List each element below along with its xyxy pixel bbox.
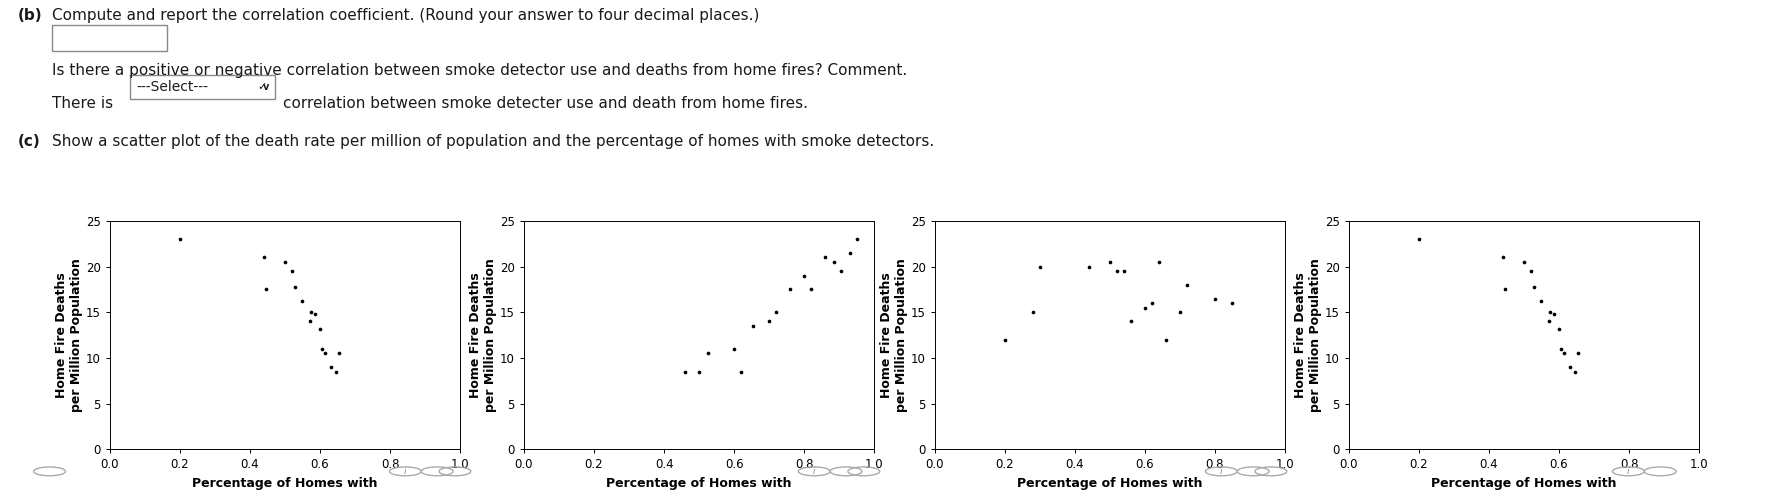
- Point: [727, 368, 756, 376]
- Text: ✓: ✓: [257, 82, 266, 92]
- Point: [308, 345, 336, 353]
- Point: [1200, 295, 1228, 302]
- Point: [301, 310, 329, 318]
- Point: [271, 258, 299, 266]
- Point: [820, 258, 848, 266]
- Text: v: v: [264, 82, 269, 92]
- Point: [671, 368, 699, 376]
- FancyBboxPatch shape: [51, 25, 166, 51]
- Y-axis label: Home Fire Deaths
per Million Population: Home Fire Deaths per Million Population: [880, 258, 908, 412]
- Point: [1145, 258, 1174, 266]
- Point: [1561, 368, 1589, 376]
- FancyBboxPatch shape: [129, 75, 274, 99]
- Point: [1490, 285, 1519, 293]
- Point: [1536, 308, 1565, 316]
- Point: [991, 336, 1020, 344]
- Point: [1510, 258, 1538, 266]
- Point: [827, 267, 855, 275]
- Point: [166, 235, 195, 243]
- X-axis label: Percentage of Homes with
Smoke Detectors: Percentage of Homes with Smoke Detectors: [1432, 477, 1616, 491]
- Point: [756, 318, 784, 326]
- Point: [317, 363, 345, 371]
- Point: [763, 308, 791, 316]
- X-axis label: Percentage of Homes with
Smoke Detectors: Percentage of Homes with Smoke Detectors: [607, 477, 791, 491]
- Point: [1074, 263, 1103, 271]
- Point: [250, 253, 278, 261]
- Point: [1545, 325, 1574, 332]
- Point: [1405, 235, 1434, 243]
- Point: [251, 285, 280, 293]
- Text: ---Select---: ---Select---: [136, 80, 209, 94]
- X-axis label: Percentage of Homes with
Smoke Detectors: Percentage of Homes with Smoke Detectors: [1018, 477, 1202, 491]
- Point: [1018, 308, 1046, 316]
- Text: i: i: [1220, 467, 1223, 476]
- Y-axis label: Home Fire Deaths
per Million Population: Home Fire Deaths per Million Population: [469, 258, 497, 412]
- Point: [289, 298, 317, 305]
- Point: [306, 325, 335, 332]
- Point: [1520, 283, 1549, 291]
- Point: [1218, 299, 1246, 307]
- Point: [1489, 253, 1517, 261]
- Text: (b): (b): [18, 8, 42, 23]
- Point: [322, 368, 350, 376]
- Text: i: i: [404, 467, 407, 476]
- Text: i: i: [812, 467, 816, 476]
- Point: [1174, 281, 1202, 289]
- Point: [694, 350, 722, 357]
- Y-axis label: Home Fire Deaths
per Million Population: Home Fire Deaths per Million Population: [55, 258, 83, 412]
- Point: [312, 350, 340, 357]
- Point: [1096, 258, 1124, 266]
- Point: [1565, 350, 1593, 357]
- Point: [1152, 336, 1181, 344]
- Text: Compute and report the correlation coefficient. (Round your answer to four decim: Compute and report the correlation coeff…: [51, 8, 759, 23]
- Point: [1131, 304, 1159, 312]
- Text: Is there a positive or negative correlation between smoke detector use and death: Is there a positive or negative correlat…: [51, 63, 908, 78]
- X-axis label: Percentage of Homes with
Smoke Detectors: Percentage of Homes with Smoke Detectors: [193, 477, 377, 491]
- Text: Show a scatter plot of the death rate per million of population and the percenta: Show a scatter plot of the death rate pe…: [51, 134, 935, 149]
- Point: [775, 285, 804, 293]
- Point: [278, 267, 306, 275]
- Point: [1517, 267, 1545, 275]
- Point: [843, 235, 871, 243]
- Text: i: i: [1627, 467, 1630, 476]
- Point: [326, 350, 354, 357]
- Point: [1138, 299, 1166, 307]
- Point: [789, 272, 818, 280]
- Point: [1110, 267, 1138, 275]
- Point: [281, 283, 310, 291]
- Point: [1535, 318, 1563, 326]
- Point: [1528, 298, 1556, 305]
- Y-axis label: Home Fire Deaths
per Million Population: Home Fire Deaths per Million Population: [1294, 258, 1322, 412]
- Text: correlation between smoke detecter use and death from home fires.: correlation between smoke detecter use a…: [283, 96, 807, 111]
- Point: [740, 322, 768, 330]
- Point: [1103, 267, 1131, 275]
- Point: [1117, 318, 1145, 326]
- Point: [296, 318, 324, 326]
- Point: [1166, 308, 1195, 316]
- Point: [1547, 345, 1575, 353]
- Point: [811, 253, 839, 261]
- Point: [1551, 350, 1579, 357]
- Point: [1556, 363, 1584, 371]
- Text: (c): (c): [18, 134, 41, 149]
- Point: [1025, 263, 1053, 271]
- Point: [1540, 310, 1568, 318]
- Point: [297, 308, 326, 316]
- Point: [685, 368, 713, 376]
- Point: [720, 345, 749, 353]
- Text: There is: There is: [51, 96, 113, 111]
- Point: [835, 249, 864, 257]
- Point: [796, 285, 825, 293]
